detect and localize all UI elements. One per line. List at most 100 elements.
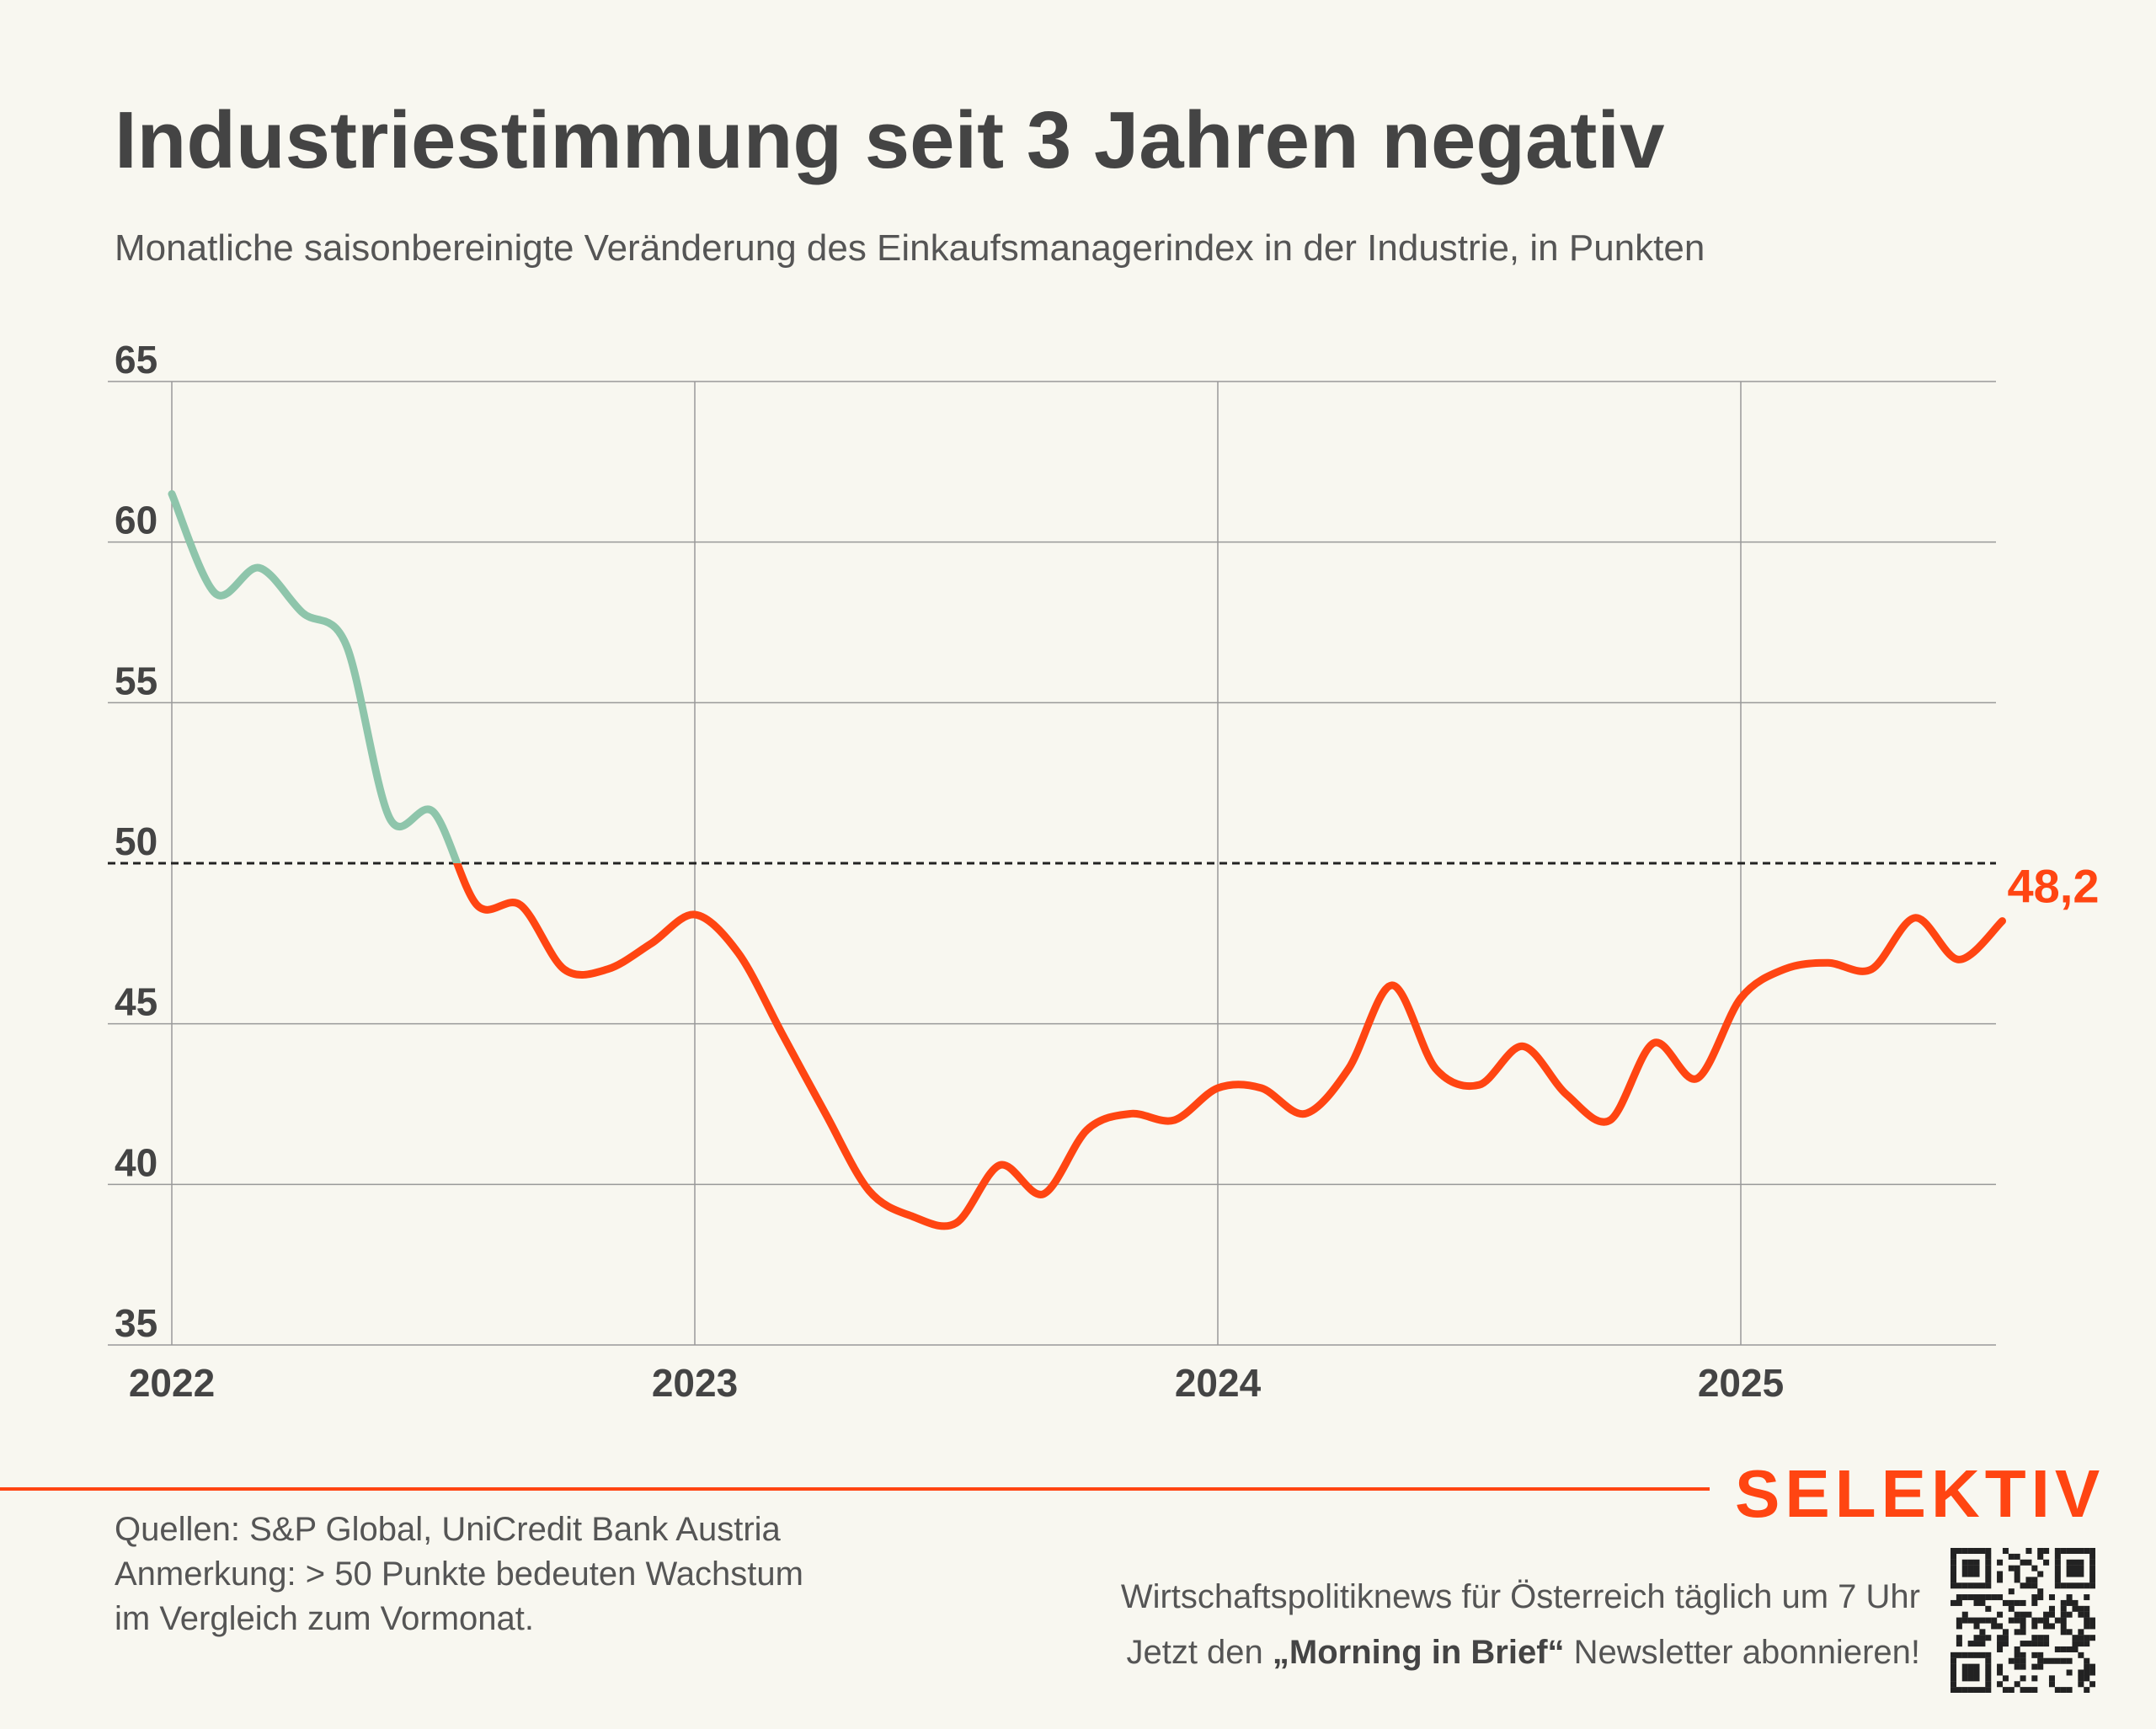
qr-module xyxy=(1951,1663,1957,1670)
qr-module xyxy=(2078,1582,2084,1589)
qr-module xyxy=(2072,1646,2079,1652)
qr-module xyxy=(2031,1635,2038,1641)
end-value-label: 48,2 xyxy=(2008,860,2100,913)
qr-module xyxy=(1985,1635,1992,1641)
promo-line-2[interactable]: Jetzt den „Morning in Brief“ Newsletter … xyxy=(1121,1625,1920,1680)
promo-suffix: Newsletter abonnieren! xyxy=(1564,1634,1920,1671)
qr-module xyxy=(2078,1565,2084,1572)
qr-module xyxy=(2054,1582,2061,1589)
qr-module xyxy=(2048,1611,2055,1618)
qr-module xyxy=(2002,1687,2009,1693)
qr-module xyxy=(1961,1669,1968,1676)
qr-module xyxy=(1985,1577,1992,1583)
series-line-above-threshold xyxy=(168,489,462,863)
qr-module xyxy=(1985,1559,1992,1566)
qr-module xyxy=(1956,1687,1962,1693)
qr-module xyxy=(1967,1548,1974,1555)
qr-module xyxy=(2084,1663,2090,1670)
qr-module xyxy=(2089,1623,2095,1630)
qr-module xyxy=(2089,1559,2095,1566)
qr-module xyxy=(1973,1599,1980,1606)
qr-module xyxy=(2043,1657,2050,1664)
qr-module xyxy=(1961,1582,1968,1589)
qr-module xyxy=(2060,1657,2067,1664)
qr-module xyxy=(2020,1582,2026,1589)
qr-module xyxy=(2020,1652,2026,1658)
qr-module xyxy=(1979,1687,1986,1693)
qr-module xyxy=(2066,1646,2073,1652)
qr-module xyxy=(1973,1641,1980,1647)
qr-module xyxy=(2089,1553,2095,1560)
qr-module xyxy=(2008,1553,2015,1560)
qr-module xyxy=(1973,1617,1980,1624)
qr-module xyxy=(2020,1641,2026,1647)
qr-module xyxy=(2048,1623,2055,1630)
qr-module xyxy=(2043,1641,2050,1647)
qr-module xyxy=(2014,1571,2020,1577)
qr-module xyxy=(2084,1641,2090,1647)
qr-module xyxy=(1979,1635,1986,1641)
qr-module xyxy=(1951,1652,1957,1658)
qr-module xyxy=(2014,1553,2020,1560)
qr-module xyxy=(2078,1669,2084,1676)
qr-module xyxy=(2060,1605,2067,1612)
qr-module xyxy=(1961,1663,1968,1670)
qr-module xyxy=(2025,1611,2032,1618)
y-tick-label: 60 xyxy=(115,499,157,542)
qr-module xyxy=(1961,1565,1968,1572)
qr-module xyxy=(2084,1617,2090,1624)
qr-module xyxy=(2020,1687,2026,1693)
qr-module xyxy=(1967,1663,1974,1670)
qr-module xyxy=(2054,1571,2061,1577)
qr-module xyxy=(1973,1687,1980,1693)
qr-module xyxy=(2054,1559,2061,1566)
qr-module xyxy=(1951,1657,1957,1664)
qr-module xyxy=(2089,1582,2095,1589)
qr-module xyxy=(1997,1611,2004,1618)
qr-module xyxy=(1967,1669,1974,1676)
qr-module xyxy=(2060,1599,2067,1606)
qr-module xyxy=(2054,1565,2061,1572)
qr-module xyxy=(2037,1657,2044,1664)
qr-module xyxy=(2048,1594,2055,1601)
brand-logo[interactable]: SELEKTIV xyxy=(1735,1456,2105,1531)
qr-module xyxy=(2002,1599,2009,1606)
qr-module xyxy=(1973,1582,1980,1589)
chart-subtitle: Monatliche saisonbereinigte Veränderung … xyxy=(115,227,1705,269)
qr-module xyxy=(1961,1548,1968,1555)
qr-module xyxy=(2031,1652,2038,1658)
qr-module xyxy=(2037,1641,2044,1647)
qr-module xyxy=(1951,1675,1957,1682)
qr-module xyxy=(2084,1623,2090,1630)
qr-module xyxy=(1956,1617,1962,1624)
qr-module xyxy=(2037,1663,2044,1670)
qr-module xyxy=(1973,1669,1980,1676)
qr-module xyxy=(2002,1635,2009,1641)
qr-module xyxy=(2031,1663,2038,1670)
qr-code-icon[interactable] xyxy=(1951,1548,2095,1693)
qr-module xyxy=(2072,1605,2079,1612)
qr-module xyxy=(2078,1641,2084,1647)
qr-module xyxy=(2060,1582,2067,1589)
qr-module xyxy=(1973,1594,1980,1601)
qr-module xyxy=(2066,1548,2073,1555)
qr-module xyxy=(1979,1652,1986,1658)
qr-module xyxy=(1985,1675,1992,1682)
qr-module xyxy=(1951,1577,1957,1583)
qr-module xyxy=(1956,1623,1962,1630)
y-tick-label: 50 xyxy=(115,819,157,863)
qr-module xyxy=(1973,1675,1980,1682)
qr-module xyxy=(1967,1594,1974,1601)
qr-module xyxy=(1961,1675,1968,1682)
qr-module xyxy=(1951,1582,1957,1589)
qr-module xyxy=(1951,1565,1957,1572)
qr-module xyxy=(2089,1565,2095,1572)
qr-module xyxy=(2078,1635,2084,1641)
qr-module xyxy=(2089,1571,2095,1577)
qr-module xyxy=(2060,1646,2067,1652)
qr-module xyxy=(1951,1669,1957,1676)
qr-module xyxy=(2048,1657,2055,1664)
qr-module xyxy=(1979,1629,1986,1636)
newsletter-promo: Wirtschaftspolitiknews für Österreich tä… xyxy=(1121,1569,1920,1680)
qr-module xyxy=(2020,1623,2026,1630)
